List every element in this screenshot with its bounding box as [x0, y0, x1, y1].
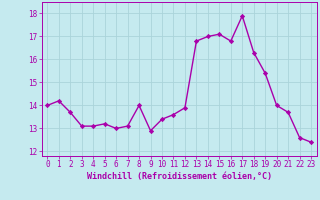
X-axis label: Windchill (Refroidissement éolien,°C): Windchill (Refroidissement éolien,°C) [87, 172, 272, 181]
